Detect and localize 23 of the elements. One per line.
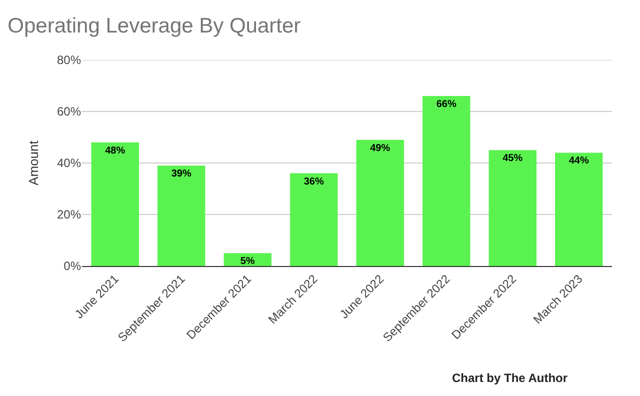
data-label: 36% <box>304 176 324 188</box>
y-axis-title: Amount <box>26 140 41 186</box>
data-label: 49% <box>370 142 390 154</box>
y-tick-label: 20% <box>56 208 82 222</box>
bar <box>555 152 603 266</box>
data-label: 39% <box>171 168 192 180</box>
data-label: 66% <box>436 99 456 110</box>
y-tick-label: 40% <box>56 156 82 170</box>
data-label: 44% <box>568 156 589 167</box>
bar <box>290 173 338 266</box>
chart-title: Operating Leverage By Quarter <box>8 14 301 38</box>
text: Chart by The Author <box>452 371 568 385</box>
data-label: 5% <box>240 256 255 268</box>
y-tick-label: 60% <box>56 104 82 119</box>
bar <box>91 142 139 266</box>
bar <box>488 150 536 266</box>
data-label: 45% <box>502 153 523 164</box>
bar <box>158 166 206 266</box>
y-tick-label: 80% <box>56 53 82 68</box>
y-tick-label: 0% <box>64 259 82 274</box>
bar <box>422 96 470 266</box>
bar <box>356 140 404 266</box>
data-label: 48% <box>105 145 126 156</box>
